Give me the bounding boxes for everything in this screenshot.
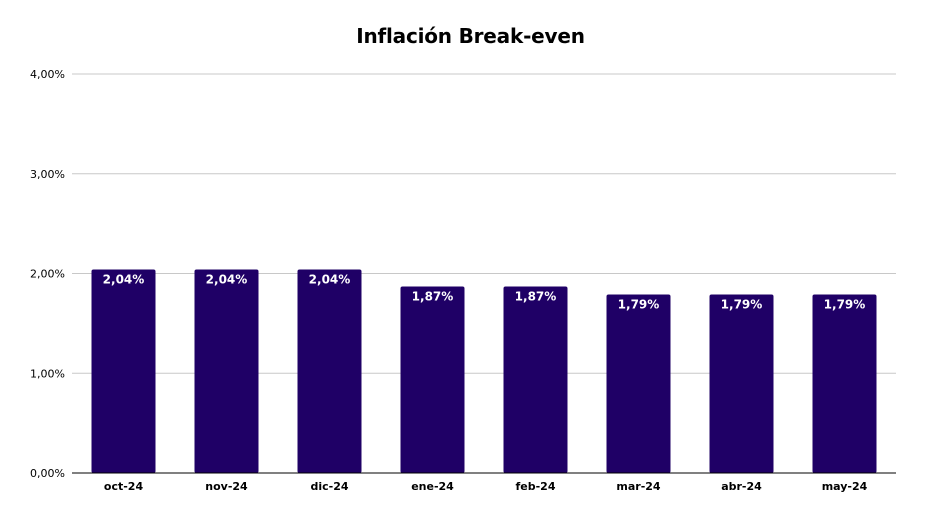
data-label: 1,87% xyxy=(515,289,557,303)
x-tick-label: ene-24 xyxy=(411,480,454,493)
bar xyxy=(503,286,568,473)
data-label: 1,79% xyxy=(618,297,660,311)
x-tick-label: oct-24 xyxy=(104,480,144,493)
bar xyxy=(400,286,465,473)
data-label: 1,79% xyxy=(824,297,866,311)
bar xyxy=(297,269,362,473)
bar xyxy=(606,294,671,473)
x-tick-label: feb-24 xyxy=(516,480,556,493)
y-tick-label: 3,00% xyxy=(30,168,65,181)
bar xyxy=(91,269,156,473)
data-label: 2,04% xyxy=(206,273,248,287)
chart-title: Inflación Break-even xyxy=(356,24,585,48)
y-tick-label: 2,00% xyxy=(30,268,65,281)
x-tick-label: abr-24 xyxy=(721,480,762,493)
x-tick-label: nov-24 xyxy=(205,480,248,493)
x-tick-label: dic-24 xyxy=(310,480,348,493)
data-label: 1,87% xyxy=(412,289,454,303)
y-tick-label: 0,00% xyxy=(30,467,65,480)
x-tick-label: may-24 xyxy=(822,480,868,493)
y-tick-label: 1,00% xyxy=(30,367,65,380)
y-tick-label: 4,00% xyxy=(30,68,65,81)
bar xyxy=(709,294,774,473)
x-tick-label: mar-24 xyxy=(616,480,661,493)
data-label: 2,04% xyxy=(103,273,145,287)
bar xyxy=(812,294,877,473)
bar xyxy=(194,269,259,473)
data-label: 1,79% xyxy=(721,297,763,311)
data-label: 2,04% xyxy=(309,273,351,287)
